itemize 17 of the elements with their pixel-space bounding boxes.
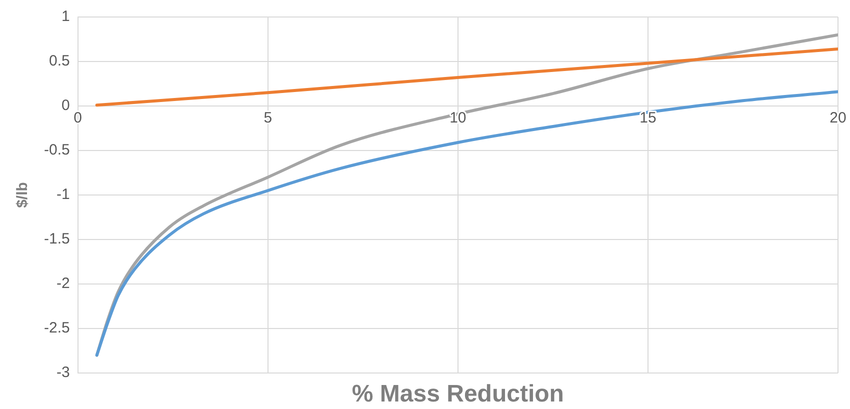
- line-series: [95, 48, 838, 107]
- y-axis-title: $/lb: [14, 182, 32, 208]
- y-tick-label: -1: [56, 186, 70, 204]
- x-tick-label: 10: [450, 110, 466, 127]
- x-tick-label: 5: [264, 110, 272, 127]
- y-tick-label: -2: [56, 275, 70, 292]
- x-axis-title: % Mass Reduction: [352, 380, 564, 408]
- y-tick-label: -2.5: [44, 320, 70, 337]
- x-tick-label: 15: [640, 110, 656, 127]
- y-tick-label: -3: [56, 364, 70, 382]
- y-tick-label: -0.5: [44, 142, 70, 159]
- y-tick-label: -1.5: [44, 230, 70, 248]
- y-tick-label: 1: [62, 8, 70, 26]
- y-tick-label: 0.5: [48, 52, 70, 70]
- y-tick-label: 0: [62, 97, 70, 114]
- x-tick-label: 20: [830, 110, 846, 127]
- x-tick-label: 0: [74, 110, 82, 127]
